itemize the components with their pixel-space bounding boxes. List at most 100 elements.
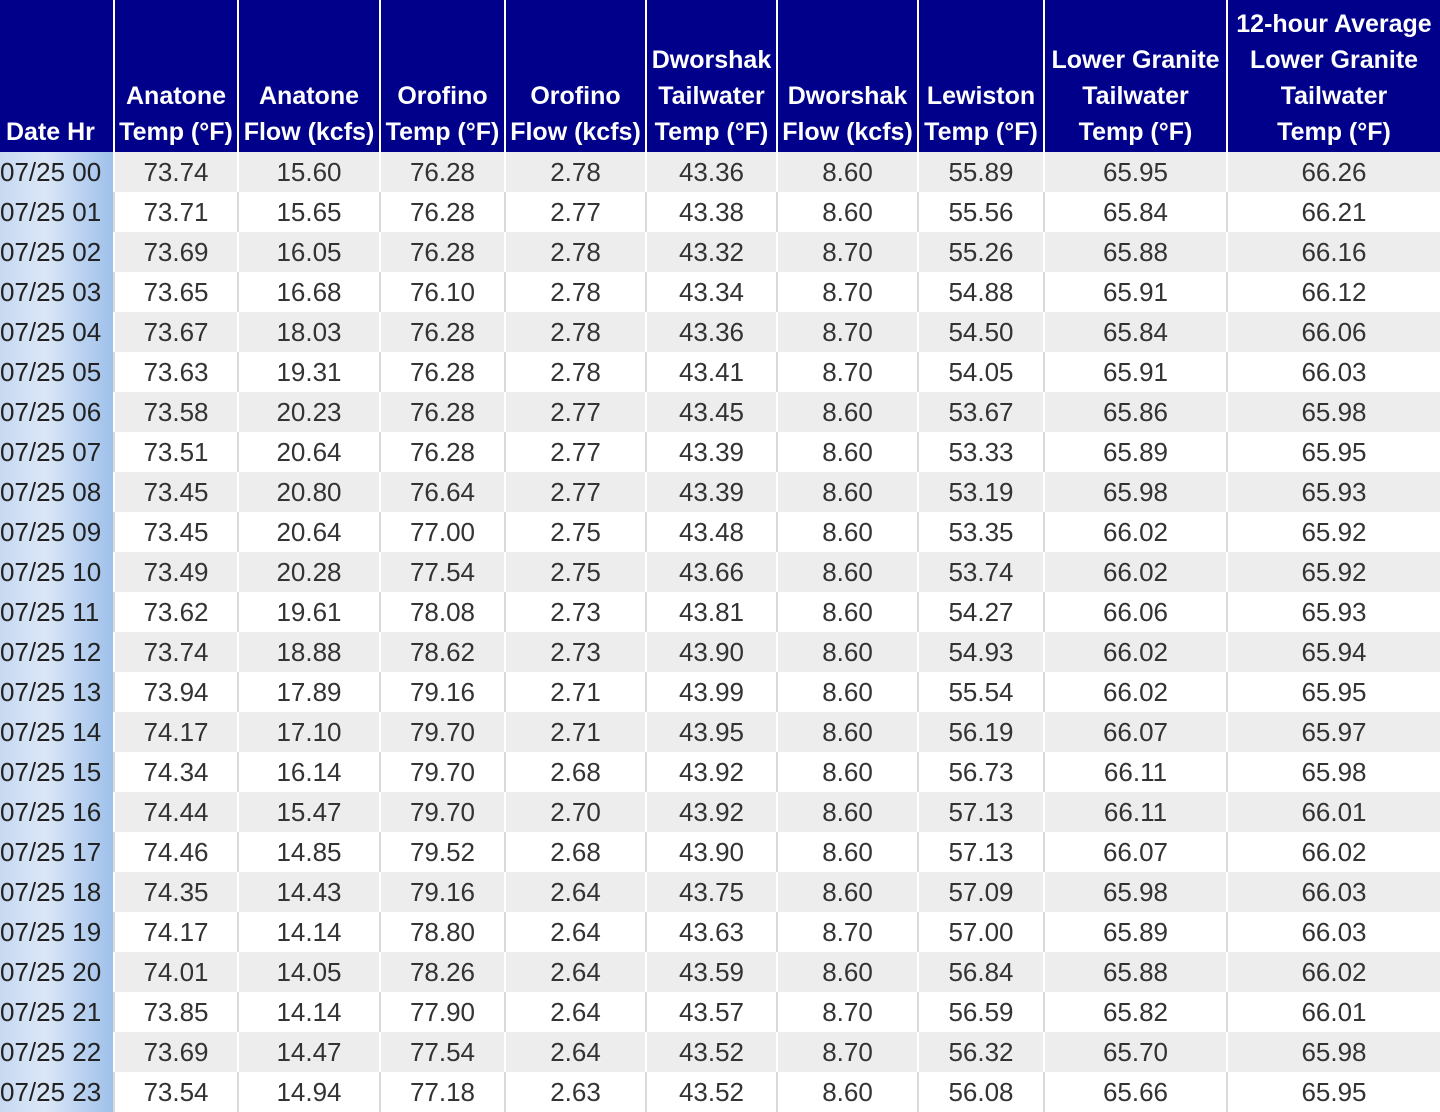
value-cell: 53.74 <box>917 552 1044 592</box>
value-cell: 76.28 <box>379 152 505 192</box>
value-cell: 73.94 <box>113 672 238 712</box>
value-cell: 66.02 <box>1043 632 1227 672</box>
value-cell: 66.06 <box>1043 592 1227 632</box>
value-cell: 55.56 <box>917 192 1044 232</box>
table-row: 07/25 03 73.65 16.68 76.10 2.78 43.34 8.70 54.8… <box>0 272 1440 312</box>
value-cell: 73.69 <box>113 232 238 272</box>
value-cell: 65.95 <box>1043 152 1227 192</box>
value-cell: 65.89 <box>1043 912 1227 952</box>
date-hr-cell: 07/25 10 <box>0 552 114 592</box>
value-cell: 19.31 <box>237 352 380 392</box>
value-cell: 2.78 <box>504 312 646 352</box>
value-cell: 76.28 <box>379 352 505 392</box>
table-row: 07/25 16 74.44 15.47 79.70 2.70 43.92 8.60 57.1… <box>0 792 1440 832</box>
table-row: 07/25 09 73.45 20.64 77.00 2.75 43.48 8.60 53.3… <box>0 512 1440 552</box>
value-cell: 73.49 <box>113 552 238 592</box>
date-hr-cell: 07/25 15 <box>0 752 114 792</box>
date-hr-cell: 07/25 01 <box>0 192 114 232</box>
value-cell: 73.69 <box>113 1032 238 1072</box>
value-cell: 53.67 <box>917 392 1044 432</box>
value-cell: 54.05 <box>917 352 1044 392</box>
value-cell: 66.16 <box>1226 232 1440 272</box>
value-cell: 8.60 <box>776 752 918 792</box>
value-cell: 43.32 <box>645 232 777 272</box>
value-cell: 20.23 <box>237 392 380 432</box>
value-cell: 65.91 <box>1043 272 1227 312</box>
value-cell: 2.64 <box>504 992 646 1032</box>
value-cell: 66.01 <box>1226 992 1440 1032</box>
table-row: 07/25 23 73.54 14.94 77.18 2.63 43.52 8.60 56.0… <box>0 1072 1440 1112</box>
value-cell: 74.46 <box>113 832 238 872</box>
date-hr-cell: 07/25 12 <box>0 632 114 672</box>
value-cell: 74.35 <box>113 872 238 912</box>
orofino-temp-header: Orofino Temp (°F) <box>379 0 505 152</box>
date-hr-cell: 07/25 23 <box>0 1072 114 1112</box>
value-cell: 55.54 <box>917 672 1044 712</box>
value-cell: 53.35 <box>917 512 1044 552</box>
value-cell: 66.03 <box>1226 872 1440 912</box>
table-row: 07/25 19 74.17 14.14 78.80 2.64 43.63 8.70 57.0… <box>0 912 1440 952</box>
value-cell: 65.84 <box>1043 192 1227 232</box>
value-cell: 76.28 <box>379 192 505 232</box>
table-row: 07/25 10 73.49 20.28 77.54 2.75 43.66 8.60 53.7… <box>0 552 1440 592</box>
value-cell: 43.38 <box>645 192 777 232</box>
value-cell: 43.66 <box>645 552 777 592</box>
value-cell: 2.68 <box>504 752 646 792</box>
value-cell: 65.70 <box>1043 1032 1227 1072</box>
value-cell: 65.91 <box>1043 352 1227 392</box>
value-cell: 78.26 <box>379 952 505 992</box>
value-cell: 79.70 <box>379 792 505 832</box>
value-cell: 8.70 <box>776 352 918 392</box>
value-cell: 2.78 <box>504 352 646 392</box>
value-cell: 8.70 <box>776 232 918 272</box>
value-cell: 74.44 <box>113 792 238 832</box>
value-cell: 79.52 <box>379 832 505 872</box>
value-cell: 66.02 <box>1226 832 1440 872</box>
value-cell: 2.73 <box>504 632 646 672</box>
date-hr-cell: 07/25 06 <box>0 392 114 432</box>
value-cell: 65.98 <box>1226 1032 1440 1072</box>
lower-granite-12hr-avg-temp-header: 12-hour Average Lower Granite Tailwater … <box>1226 0 1440 152</box>
value-cell: 73.67 <box>113 312 238 352</box>
value-cell: 65.98 <box>1226 392 1440 432</box>
value-cell: 43.48 <box>645 512 777 552</box>
value-cell: 2.77 <box>504 192 646 232</box>
value-cell: 57.13 <box>917 792 1044 832</box>
table-row: 07/25 14 74.17 17.10 79.70 2.71 43.95 8.60 56.1… <box>0 712 1440 752</box>
table-row: 07/25 11 73.62 19.61 78.08 2.73 43.81 8.60 54.2… <box>0 592 1440 632</box>
value-cell: 14.14 <box>237 992 380 1032</box>
value-cell: 65.89 <box>1043 432 1227 472</box>
value-cell: 16.14 <box>237 752 380 792</box>
value-cell: 2.63 <box>504 1072 646 1112</box>
date-hr-cell: 07/25 14 <box>0 712 114 752</box>
value-cell: 54.88 <box>917 272 1044 312</box>
value-cell: 43.39 <box>645 432 777 472</box>
date-hr-cell: 07/25 07 <box>0 432 114 472</box>
value-cell: 20.80 <box>237 472 380 512</box>
value-cell: 8.70 <box>776 1032 918 1072</box>
value-cell: 55.89 <box>917 152 1044 192</box>
date-hr-cell: 07/25 00 <box>0 152 114 192</box>
value-cell: 76.28 <box>379 392 505 432</box>
value-cell: 43.95 <box>645 712 777 752</box>
value-cell: 65.66 <box>1043 1072 1227 1112</box>
date-hr-cell: 07/25 18 <box>0 872 114 912</box>
value-cell: 8.70 <box>776 992 918 1032</box>
table-row: 07/25 04 73.67 18.03 76.28 2.78 43.36 8.70 54.5… <box>0 312 1440 352</box>
value-cell: 56.59 <box>917 992 1044 1032</box>
value-cell: 53.19 <box>917 472 1044 512</box>
value-cell: 2.78 <box>504 232 646 272</box>
value-cell: 16.68 <box>237 272 380 312</box>
dworshak-flow-header: Dworshak Flow (kcfs) <box>776 0 918 152</box>
value-cell: 76.28 <box>379 232 505 272</box>
value-cell: 77.54 <box>379 1032 505 1072</box>
value-cell: 43.90 <box>645 832 777 872</box>
value-cell: 78.08 <box>379 592 505 632</box>
header-row: Date Hr Anatone Temp (°F) Anatone Flow (kc… <box>0 0 1440 152</box>
value-cell: 14.05 <box>237 952 380 992</box>
date-hr-cell: 07/25 02 <box>0 232 114 272</box>
value-cell: 2.75 <box>504 552 646 592</box>
date-hr-cell: 07/25 21 <box>0 992 114 1032</box>
value-cell: 15.65 <box>237 192 380 232</box>
table-row: 07/25 02 73.69 16.05 76.28 2.78 43.32 8.70 55.2… <box>0 232 1440 272</box>
